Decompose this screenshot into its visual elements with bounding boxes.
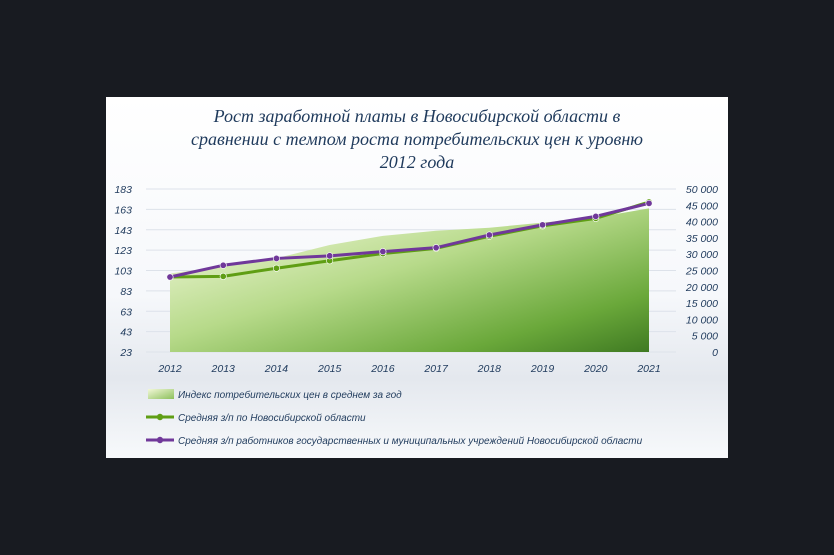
x-tick-label: 2012: [157, 363, 182, 375]
series-2-point: [645, 199, 653, 207]
series-1-point: [219, 272, 227, 280]
y-left-tick-label: 43: [120, 327, 132, 339]
series-2-point: [326, 252, 334, 260]
chart-title-line-2: сравнении с темпом роста потребительских…: [191, 129, 643, 149]
series-2-point: [379, 248, 387, 256]
y-left-tick-label: 123: [114, 245, 132, 257]
series-2-point: [432, 244, 440, 252]
chart-title: Рост заработной платы в Новосибирской об…: [106, 105, 728, 174]
chart-plot: 183 163 143 123 103 83 63 43 23 50 000 45 000 40 00…: [114, 184, 718, 447]
y-right-tick-label: 20 000: [685, 282, 718, 294]
y-right-tick-label: 15 000: [686, 298, 718, 310]
legend-label-1: Средняя з/п по Новосибирской области: [178, 412, 366, 424]
y-left-tick-label: 183: [114, 184, 132, 196]
y-right-tick-label: 0: [712, 347, 718, 359]
y-left-tick-label: 163: [114, 204, 132, 216]
legend-swatch-marker-2: [156, 436, 164, 444]
x-tick-label: 2017: [423, 363, 449, 375]
y-right-tick-label: 25 000: [685, 266, 718, 278]
series-2-point: [539, 221, 547, 229]
x-tick-label: 2020: [583, 363, 608, 375]
y-left-tick-label: 23: [119, 347, 132, 359]
x-tick-label: 2014: [264, 363, 289, 375]
series-2-point: [272, 254, 280, 262]
y-right-tick-label: 50 000: [686, 184, 718, 196]
y-right-tick-label: 5 000: [692, 331, 718, 343]
series-2-point: [166, 273, 174, 281]
y-right-tick-label: 40 000: [686, 217, 718, 229]
chart-title-line-1: Рост заработной платы в Новосибирской об…: [213, 106, 621, 126]
series-1-point: [272, 264, 280, 272]
y-left-tick-label: 63: [120, 306, 132, 318]
x-tick-label: 2016: [370, 363, 395, 375]
y-left-tick-label: 143: [114, 225, 132, 237]
y-right-tick-label: 10 000: [686, 314, 718, 326]
y-left-tick-label: 83: [120, 286, 132, 298]
x-tick-label: 2013: [211, 363, 236, 375]
y-right-tick-label: 45 000: [686, 200, 718, 212]
series-2-point: [592, 212, 600, 220]
y-right-tick-label: 30 000: [686, 249, 718, 261]
legend-label-0: Индекс потребительских цен в среднем за …: [178, 389, 402, 401]
x-tick-label: 2015: [317, 363, 342, 375]
x-tick-label: 2021: [636, 363, 660, 375]
legend-swatch-cpi: [148, 389, 174, 399]
y-left-tick-label: 103: [114, 266, 132, 278]
series-2-point: [485, 231, 493, 239]
y-right-tick-label: 35 000: [686, 233, 718, 245]
series-2-point: [219, 261, 227, 269]
legend-label-2: Средняя з/п работников государственных и…: [178, 435, 643, 447]
series-line-2: [169, 201, 650, 279]
chart-panel: Рост заработной платы в Новосибирской об…: [106, 97, 728, 458]
x-tick-label: 2019: [530, 363, 555, 375]
legend-swatch-marker-1: [156, 413, 164, 421]
chart-title-line-3: 2012 года: [379, 152, 455, 172]
x-tick-label: 2018: [477, 363, 502, 375]
cpi-area: [170, 208, 649, 352]
